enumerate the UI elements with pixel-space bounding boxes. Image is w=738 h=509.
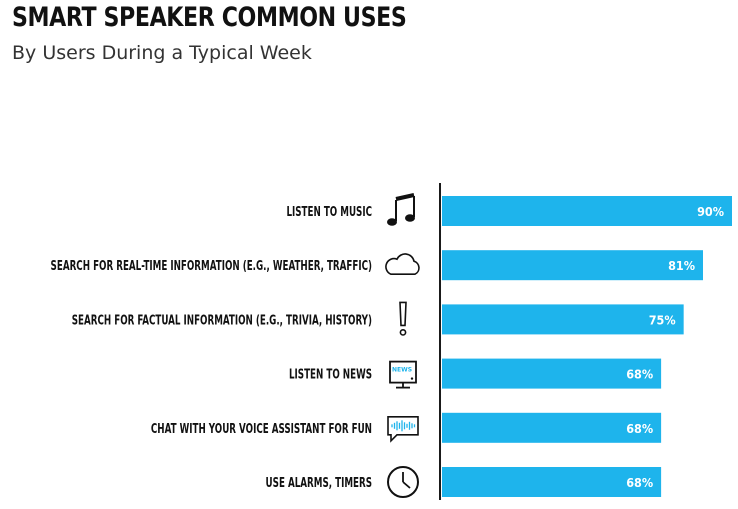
value-label-6: 68% bbox=[626, 475, 653, 490]
category-label-5: CHAT WITH YOUR VOICE ASSISTANT FOR FUN bbox=[151, 420, 372, 436]
news-icon-label: NEWS bbox=[392, 367, 412, 374]
value-label-3: 75% bbox=[649, 312, 676, 327]
value-label-1: 90% bbox=[697, 204, 724, 219]
category-label-4: LISTEN TO NEWS bbox=[289, 366, 372, 382]
bar-1 bbox=[442, 196, 732, 226]
news-tv-icon: NEWS bbox=[389, 360, 417, 389]
cloud-icon bbox=[385, 253, 420, 276]
value-label-2: 81% bbox=[668, 258, 695, 273]
bar-2 bbox=[442, 250, 703, 281]
chart-title: SMART SPEAKER COMMON USES bbox=[12, 2, 407, 33]
music-note-icon bbox=[387, 193, 415, 226]
voice-chat-icon bbox=[387, 415, 419, 443]
value-label-5: 68% bbox=[626, 421, 653, 436]
bar-3 bbox=[442, 304, 684, 335]
bar-5 bbox=[442, 412, 662, 443]
clock-icon bbox=[387, 466, 419, 498]
category-label-3: SEARCH FOR FACTUAL INFORMATION (E.G., TR… bbox=[72, 312, 372, 328]
value-label-4: 68% bbox=[626, 367, 653, 382]
exclamation-icon bbox=[399, 301, 407, 336]
chart-subtitle: By Users During a Typical Week bbox=[12, 42, 312, 64]
category-label-2: SEARCH FOR REAL-TIME INFORMATION (E.G., … bbox=[51, 258, 372, 274]
bar-4 bbox=[442, 358, 662, 389]
bar-6 bbox=[442, 467, 662, 497]
category-label-6: USE ALARMS, TIMERS bbox=[266, 474, 372, 490]
category-label-1: LISTEN TO MUSIC bbox=[286, 203, 372, 219]
